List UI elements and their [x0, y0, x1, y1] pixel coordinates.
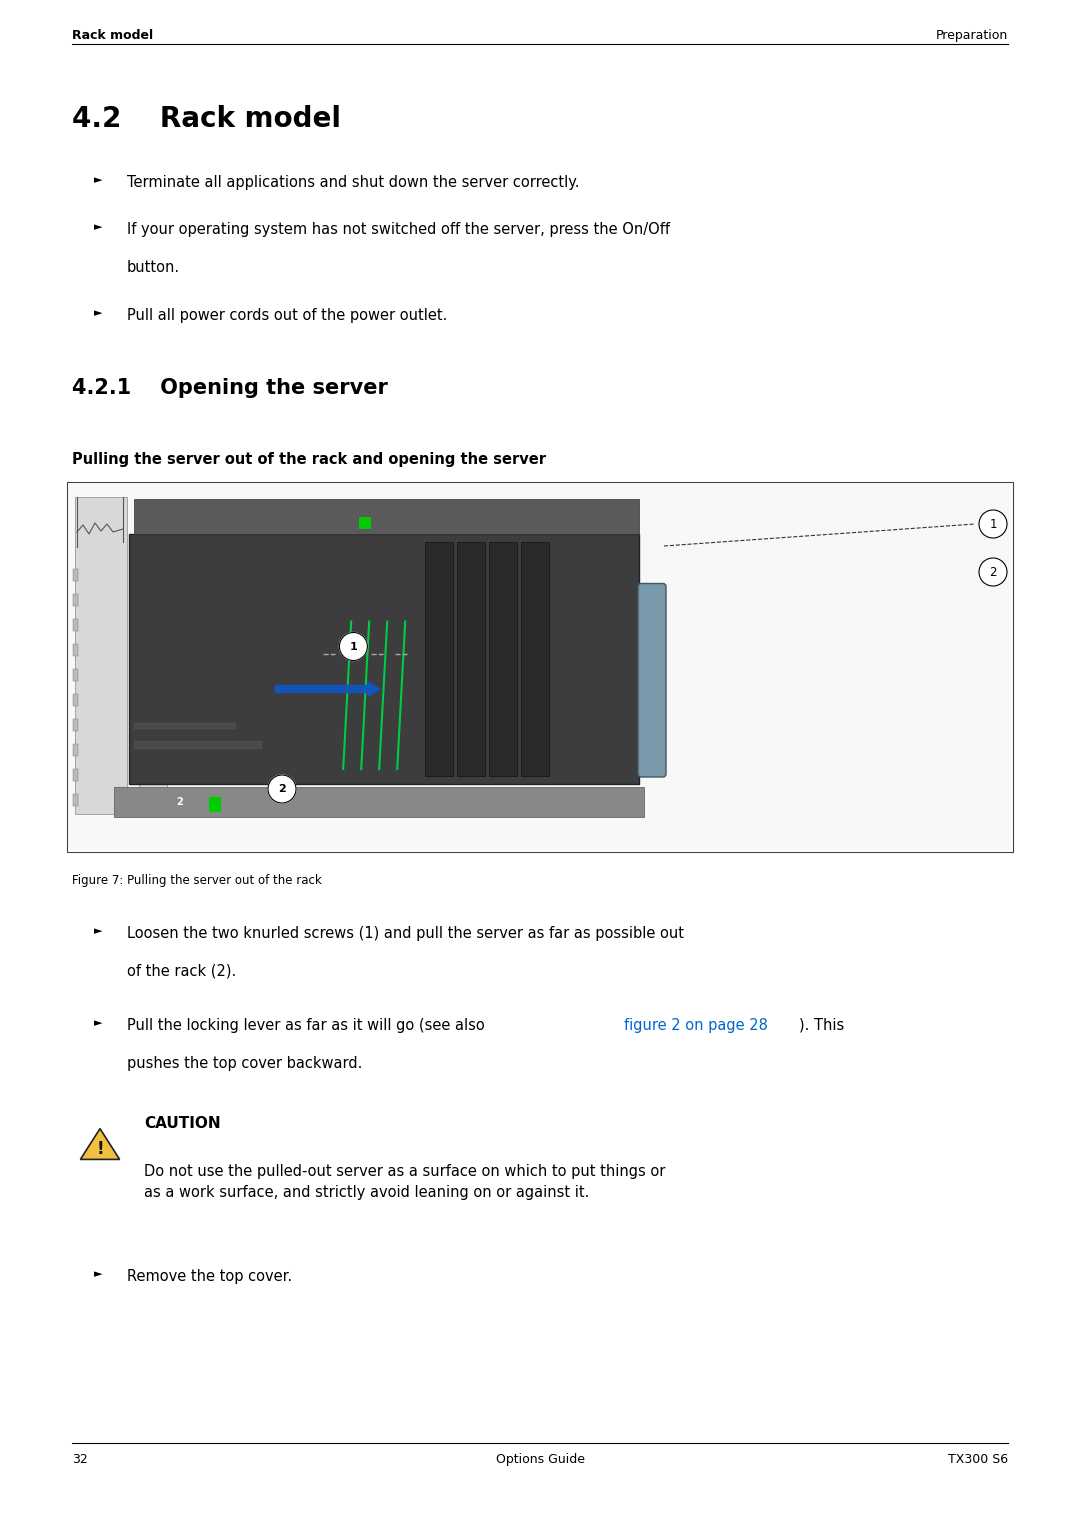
Bar	[69, 484, 1011, 850]
Text: 2: 2	[177, 797, 184, 807]
Bar	[134, 723, 237, 729]
Text: 2: 2	[989, 566, 997, 578]
Text: Remove the top cover.: Remove the top cover.	[127, 1270, 292, 1283]
Bar	[359, 517, 372, 530]
Bar	[457, 542, 485, 777]
Text: Figure 7: Pulling the server out of the rack: Figure 7: Pulling the server out of the …	[72, 874, 322, 887]
Text: button.: button.	[127, 259, 180, 275]
Text: ►: ►	[94, 1270, 103, 1279]
Bar	[73, 769, 78, 781]
Circle shape	[978, 559, 1007, 586]
Polygon shape	[80, 1129, 120, 1160]
Text: ►: ►	[94, 308, 103, 317]
Circle shape	[268, 775, 296, 803]
Text: 2: 2	[279, 784, 286, 794]
Text: 4.2    Rack model: 4.2 Rack model	[72, 105, 341, 133]
Bar	[140, 794, 166, 800]
Text: 4.2.1    Opening the server: 4.2.1 Opening the server	[72, 378, 388, 398]
Text: of the rack (2).: of the rack (2).	[127, 964, 237, 980]
Text: ►: ►	[94, 926, 103, 935]
Text: Pulling the server out of the rack and opening the server: Pulling the server out of the rack and o…	[72, 452, 546, 467]
Bar	[140, 771, 166, 777]
Text: 32: 32	[72, 1453, 87, 1466]
Text: Pull all power cords out of the power outlet.: Pull all power cords out of the power ou…	[127, 308, 447, 324]
Circle shape	[339, 632, 367, 661]
Text: ). This: ). This	[798, 1018, 843, 1033]
Bar	[73, 668, 78, 681]
Bar	[140, 661, 166, 667]
Bar	[140, 726, 166, 732]
Bar	[140, 639, 166, 645]
Bar	[140, 749, 166, 755]
FancyBboxPatch shape	[139, 522, 167, 804]
Text: If your operating system has not switched off the server, press the On/Off: If your operating system has not switche…	[127, 221, 670, 237]
Text: CAUTION: CAUTION	[144, 1116, 220, 1131]
Bar	[489, 542, 517, 777]
Text: Do not use the pulled-out server as a surface on which to put things or
as a wor: Do not use the pulled-out server as a su…	[144, 1164, 665, 1199]
Text: ►: ►	[94, 221, 103, 232]
Text: ►: ►	[94, 175, 103, 185]
Text: Loosen the two knurled screws (1) and pull the server as far as possible out: Loosen the two knurled screws (1) and pu…	[127, 926, 684, 942]
Text: Options Guide: Options Guide	[496, 1453, 584, 1466]
Text: !: !	[96, 1140, 104, 1158]
Bar	[140, 705, 166, 711]
Text: Preparation: Preparation	[935, 29, 1008, 43]
Bar	[73, 569, 78, 581]
FancyBboxPatch shape	[134, 499, 639, 534]
Text: figure 2 on page 28: figure 2 on page 28	[624, 1018, 768, 1033]
FancyArrowPatch shape	[274, 681, 381, 697]
FancyBboxPatch shape	[129, 534, 639, 784]
Bar	[521, 542, 549, 777]
FancyBboxPatch shape	[75, 497, 127, 813]
Text: Pull the locking lever as far as it will go (see also: Pull the locking lever as far as it will…	[127, 1018, 489, 1033]
Bar	[73, 620, 78, 630]
Bar	[73, 644, 78, 656]
Text: TX300 S6: TX300 S6	[948, 1453, 1008, 1466]
Text: Terminate all applications and shut down the server correctly.: Terminate all applications and shut down…	[127, 175, 580, 191]
Bar	[140, 684, 166, 690]
Bar	[73, 719, 78, 731]
Bar	[73, 694, 78, 707]
Bar	[73, 745, 78, 755]
Bar	[73, 794, 78, 806]
Bar	[67, 482, 1013, 852]
Bar	[134, 742, 261, 749]
Text: 1: 1	[989, 517, 997, 531]
Text: pushes the top cover backward.: pushes the top cover backward.	[127, 1056, 363, 1071]
Bar	[424, 542, 453, 777]
Bar	[210, 797, 221, 812]
Bar	[114, 787, 644, 816]
Text: ►: ►	[94, 1018, 103, 1029]
Circle shape	[978, 510, 1007, 539]
Bar	[73, 594, 78, 606]
FancyBboxPatch shape	[638, 583, 666, 777]
Text: 1: 1	[350, 641, 357, 652]
Text: Rack model: Rack model	[72, 29, 153, 43]
